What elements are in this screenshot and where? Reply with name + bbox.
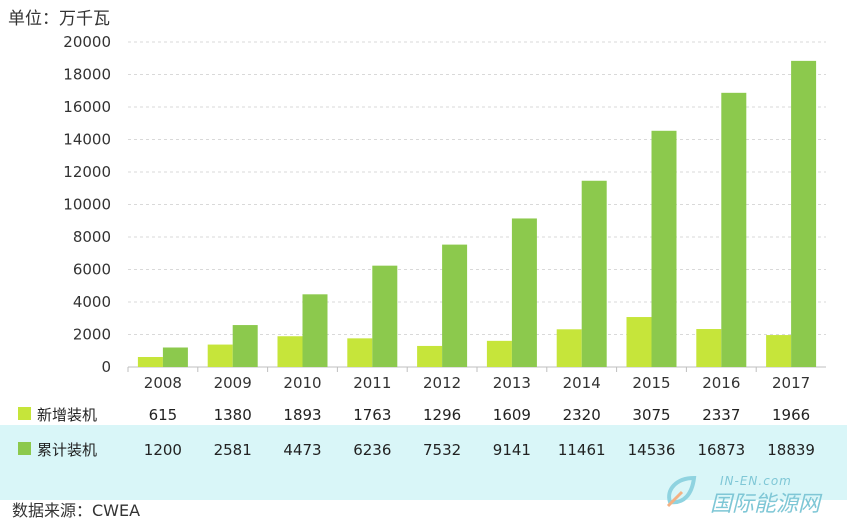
legend-swatch <box>18 442 31 455</box>
data-table-cell: 2337 <box>702 406 740 424</box>
bar-new <box>486 340 512 367</box>
data-table-cell: 6236 <box>353 441 391 459</box>
data-table-cell: 1380 <box>214 406 252 424</box>
data-table-cell: 16873 <box>697 441 745 459</box>
x-tick-label: 2008 <box>144 374 182 392</box>
x-tick-label: 2013 <box>493 374 531 392</box>
data-table-cell: 11461 <box>558 441 606 459</box>
bar-new <box>696 329 722 367</box>
bar-new <box>137 357 163 367</box>
x-tick-label: 2017 <box>772 374 810 392</box>
data-table-cell: 2581 <box>214 441 252 459</box>
legend-swatch <box>18 407 31 420</box>
bar-cumulative <box>791 60 817 368</box>
data-table-cell: 18839 <box>767 441 815 459</box>
bar-cumulative <box>651 130 677 367</box>
legend-label: 新增装机 <box>37 406 97 424</box>
y-tick-label: 8000 <box>73 228 111 246</box>
data-table-cell: 1966 <box>772 406 810 424</box>
unit-label: 单位：万千瓦 <box>8 9 110 29</box>
y-tick-label: 10000 <box>63 196 111 214</box>
x-tick-label: 2015 <box>632 374 670 392</box>
watermark-name: 国际能源网 <box>710 492 821 517</box>
data-table-cell: 1763 <box>353 406 391 424</box>
data-table-cell: 615 <box>149 406 178 424</box>
x-tick-label: 2016 <box>702 374 740 392</box>
data-table-cell: 2320 <box>563 406 601 424</box>
x-tick-label: 2012 <box>423 374 461 392</box>
data-table-cell: 1200 <box>144 441 182 459</box>
watermark: IN-EN.com 国际能源网 <box>648 466 838 518</box>
x-tick-label: 2011 <box>353 374 391 392</box>
bar-cumulative <box>232 325 258 367</box>
source-label: 数据来源：CWEA <box>12 501 141 520</box>
data-table-cell: 3075 <box>632 406 670 424</box>
data-table-cell: 7532 <box>423 441 461 459</box>
y-tick-label: 16000 <box>63 98 111 116</box>
bar-new <box>417 345 443 367</box>
bar-new <box>347 338 373 367</box>
y-tick-label: 12000 <box>63 163 111 181</box>
bar-new <box>626 317 652 367</box>
x-tick-label: 2014 <box>563 374 601 392</box>
legend-label: 累计装机 <box>37 441 97 459</box>
bar-new <box>277 336 303 367</box>
y-tick-label: 0 <box>101 358 111 376</box>
highlight-band <box>0 425 847 500</box>
y-tick-label: 6000 <box>73 261 111 279</box>
bar-cumulative <box>442 244 468 367</box>
data-table-cell: 1609 <box>493 406 531 424</box>
data-table-cell: 1296 <box>423 406 461 424</box>
bar-cumulative <box>372 265 398 367</box>
bar-cumulative <box>581 180 607 367</box>
y-tick-label: 18000 <box>63 66 111 84</box>
y-tick-label: 14000 <box>63 131 111 149</box>
bar-new <box>556 329 582 367</box>
bar-cumulative <box>302 294 328 367</box>
bar-new <box>207 344 233 367</box>
leaf-logo-icon <box>666 475 697 508</box>
bar-cumulative <box>721 92 747 367</box>
x-tick-label: 2009 <box>214 374 252 392</box>
bar-cumulative <box>511 218 537 367</box>
data-table-cell: 14536 <box>628 441 676 459</box>
watermark-url: IN-EN.com <box>720 474 792 488</box>
data-table-cell: 4473 <box>283 441 321 459</box>
y-tick-label: 4000 <box>73 293 111 311</box>
data-table-cell: 9141 <box>493 441 531 459</box>
x-tick-label: 2010 <box>283 374 321 392</box>
y-tick-label: 2000 <box>73 326 111 344</box>
data-table-cell: 1893 <box>283 406 321 424</box>
bar-cumulative <box>162 347 188 367</box>
y-tick-label: 20000 <box>63 33 111 51</box>
bar-new <box>766 335 792 367</box>
